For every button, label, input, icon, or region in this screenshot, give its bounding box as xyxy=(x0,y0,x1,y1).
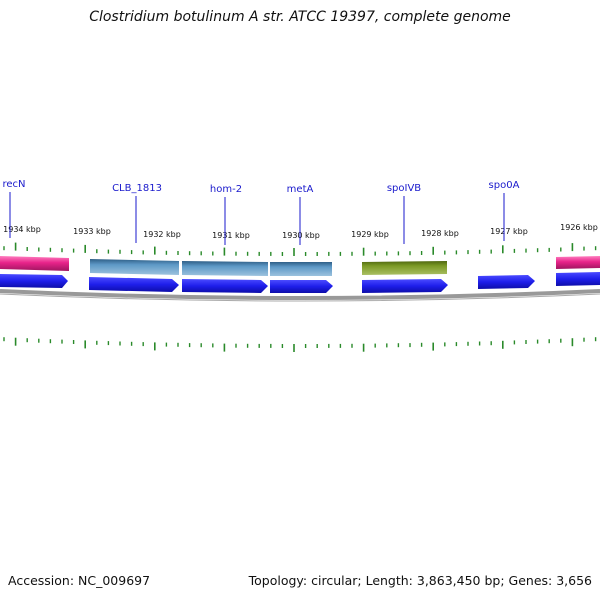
kbp-label: 1928 kbp xyxy=(421,229,459,238)
gene-label-spo0a: spo0A xyxy=(489,180,520,191)
gene-feature-steelblue xyxy=(182,261,268,276)
gene-feature-steelblue xyxy=(90,259,179,275)
kbp-label: 1931 kbp xyxy=(212,231,250,240)
accession-label: Accession: NC_009697 xyxy=(8,573,151,588)
gene-feature-olive xyxy=(362,261,447,275)
gene-label-clb-1813: CLB_1813 xyxy=(112,183,162,194)
inner-tick-ring xyxy=(3,337,597,352)
gene-feature-pink xyxy=(0,256,69,271)
feature-row-top xyxy=(0,256,600,276)
gene-feature-blue-arrow xyxy=(362,279,448,293)
genome-backbone xyxy=(0,289,600,300)
gene-feature-pink xyxy=(556,256,600,269)
outer-tick-ring xyxy=(3,242,597,256)
gene-label-meta: metA xyxy=(287,184,314,195)
gene-feature-blue-arrow xyxy=(478,275,535,289)
gene-feature-blue-arrow xyxy=(182,279,268,293)
gene-feature-blue-arrow xyxy=(270,280,333,293)
kbp-label: 1934 kbp xyxy=(3,225,41,234)
gene-feature-blue-arrow xyxy=(89,277,179,292)
feature-row-bottom xyxy=(0,272,600,293)
genome-backbone-shadow xyxy=(0,293,600,302)
gene-feature-steelblue xyxy=(270,262,332,276)
kbp-label: 1929 kbp xyxy=(351,230,389,239)
gene-label-hom-2: hom-2 xyxy=(210,184,242,195)
kbp-label: 1933 kbp xyxy=(73,227,111,236)
gene-feature-blue-arrow xyxy=(0,274,68,288)
genome-title: Clostridium botulinum A str. ATCC 19397,… xyxy=(89,9,511,25)
kbp-label-group: 1934 kbp 1933 kbp 1932 kbp 1931 kbp 1930… xyxy=(3,223,598,240)
kbp-label: 1930 kbp xyxy=(282,231,320,240)
kbp-label: 1927 kbp xyxy=(490,227,528,236)
genome-summary: Topology: circular; Length: 3,863,450 bp… xyxy=(248,573,592,588)
gene-label-spoivb: spoIVB xyxy=(387,183,421,194)
kbp-label: 1926 kbp xyxy=(560,223,598,232)
kbp-label: 1932 kbp xyxy=(143,230,181,239)
gene-label-group: recN CLB_1813 hom-2 metA spoIVB spo0A xyxy=(2,179,520,245)
gene-feature-blue-arrow xyxy=(556,272,600,286)
gene-label-recN: recN xyxy=(2,179,25,190)
